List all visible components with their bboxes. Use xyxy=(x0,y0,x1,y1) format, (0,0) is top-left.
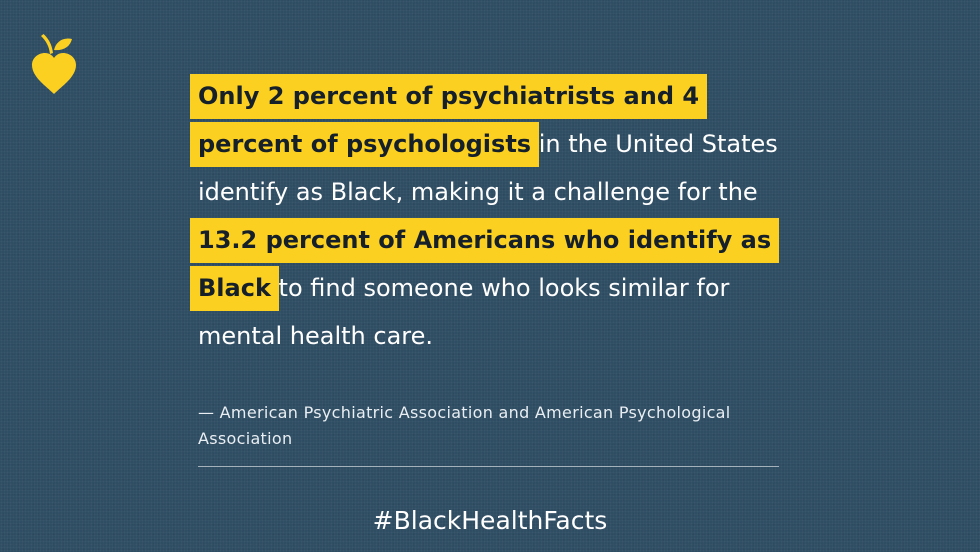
quote-body-2: to find someone who looks similar for me… xyxy=(198,274,730,350)
apple-heart-icon xyxy=(32,34,76,94)
quote-text: Only 2 percent of psychiatrists and 4 pe… xyxy=(190,72,798,360)
quote-body-1: in the United States identify as Black, … xyxy=(198,130,778,206)
divider xyxy=(198,466,779,467)
quote-attribution: — American Psychiatric Association and A… xyxy=(198,403,731,448)
hashtag: #BlackHealthFacts xyxy=(372,506,608,535)
